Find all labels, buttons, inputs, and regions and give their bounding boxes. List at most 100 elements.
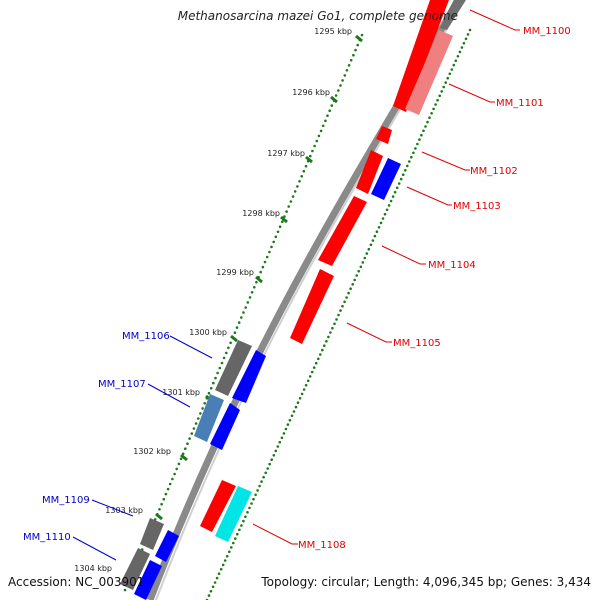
ring-dot <box>363 256 367 260</box>
ring-dot <box>460 46 464 49</box>
ring-dot <box>232 541 235 545</box>
ring-dot <box>219 568 223 571</box>
kbp-tick <box>330 95 338 104</box>
ring-dot <box>212 381 215 385</box>
ring-dot <box>356 43 360 47</box>
ring-dot <box>365 252 369 255</box>
ring-dot <box>240 316 243 319</box>
gene-label[interactable]: MM_1108 <box>298 540 346 551</box>
gene-MM_1108[interactable] <box>215 486 252 542</box>
ring-dot <box>225 351 228 355</box>
gene-MM_1102[interactable] <box>356 126 392 194</box>
ring-dot <box>256 489 259 492</box>
ring-dot <box>311 149 314 153</box>
ring-dot <box>300 392 304 396</box>
ring-dot <box>434 103 437 106</box>
gene-label[interactable]: MM_1109 <box>42 495 90 506</box>
ring-dot <box>227 346 230 350</box>
ring-dot <box>214 376 217 380</box>
gene-label[interactable]: MM_1102 <box>470 166 518 177</box>
ring-dot <box>302 388 306 391</box>
ring-dot <box>468 28 472 32</box>
ring-dot <box>426 120 429 124</box>
gene-MM_1105[interactable] <box>290 269 334 344</box>
ring-dot <box>343 74 347 77</box>
ring-dot <box>428 116 431 119</box>
ring-dot <box>270 245 273 249</box>
ring-dot <box>302 169 306 173</box>
ring-dot <box>280 436 284 440</box>
ring-dot <box>201 407 204 410</box>
ring-dot <box>306 379 310 383</box>
ring-dot <box>217 572 221 575</box>
ring-dot <box>258 484 261 488</box>
ring-dot <box>284 427 288 431</box>
gene-MM_1107[interactable] <box>194 394 240 450</box>
ring-dot <box>213 581 217 584</box>
ring-dot <box>414 147 417 150</box>
kbp-label: 1301 kbp <box>162 388 200 397</box>
ring-dot <box>296 401 300 405</box>
ring-dot <box>347 64 351 67</box>
ring-dot <box>319 353 322 356</box>
gene-MM_1104[interactable] <box>318 196 367 266</box>
ring-dot <box>330 104 334 107</box>
gene-MM_1100[interactable] <box>393 0 466 112</box>
ring-dot <box>408 160 411 163</box>
gene-MM_1109[interactable] <box>140 518 179 562</box>
ring-dot <box>442 85 446 89</box>
gene-MM_1110[interactable] <box>120 548 162 600</box>
gene-label[interactable]: MM_1103 <box>453 201 501 212</box>
ring-dot <box>377 226 381 229</box>
ring-dot <box>351 283 355 286</box>
ring-dot <box>244 306 247 309</box>
ring-dot <box>211 585 215 589</box>
ring-dot <box>293 190 297 193</box>
gene-label[interactable]: MM_1101 <box>496 98 544 109</box>
gene-MM_1106[interactable] <box>215 340 266 403</box>
ring-dot <box>312 366 316 369</box>
ring-dot <box>223 559 227 562</box>
ring-dot <box>321 124 325 128</box>
gene-leader-lines <box>72 9 520 561</box>
ring-dot <box>446 76 450 80</box>
ring-dot <box>337 89 340 92</box>
gene-MM_1108-red[interactable] <box>200 480 236 532</box>
ring-dot <box>184 447 187 451</box>
ring-dot <box>290 414 294 418</box>
ring-dot <box>272 454 276 457</box>
gene-label[interactable]: MM_1110 <box>23 532 71 543</box>
kbp-label: 1302 kbp <box>133 447 171 456</box>
ring-dot <box>186 442 189 446</box>
ring-dot <box>236 532 239 536</box>
ring-dot <box>326 114 329 117</box>
ring-dot <box>274 235 278 239</box>
ring-dot <box>436 98 439 102</box>
ring-dot <box>339 309 342 312</box>
gene-MM_1103[interactable] <box>371 158 401 200</box>
gene-label[interactable]: MM_1100 <box>523 26 571 37</box>
ring-dot <box>255 280 258 284</box>
gene-label[interactable]: MM_1106 <box>122 331 170 342</box>
gene-label[interactable]: MM_1107 <box>98 379 146 390</box>
ring-dot <box>252 497 255 501</box>
ring-dot <box>337 313 340 317</box>
ring-dot <box>343 300 346 304</box>
ring-dot <box>317 357 320 361</box>
ring-dot <box>242 519 245 523</box>
ring-dot <box>352 53 355 57</box>
ring-dot <box>341 304 344 308</box>
ring-dot <box>397 182 401 185</box>
ring-dot <box>250 502 253 505</box>
ring-dot <box>285 210 288 213</box>
ring-dot <box>418 138 421 141</box>
gene-label[interactable]: MM_1105 <box>393 338 441 349</box>
ring-dot <box>190 432 194 435</box>
gene-MM_1101[interactable] <box>405 30 453 115</box>
ring-dot <box>357 269 361 273</box>
ring-dot <box>333 322 336 326</box>
ring-dot <box>276 445 280 448</box>
ring-dot <box>391 195 395 198</box>
ring-dot <box>260 480 263 483</box>
gene-label[interactable]: MM_1104 <box>428 260 476 271</box>
